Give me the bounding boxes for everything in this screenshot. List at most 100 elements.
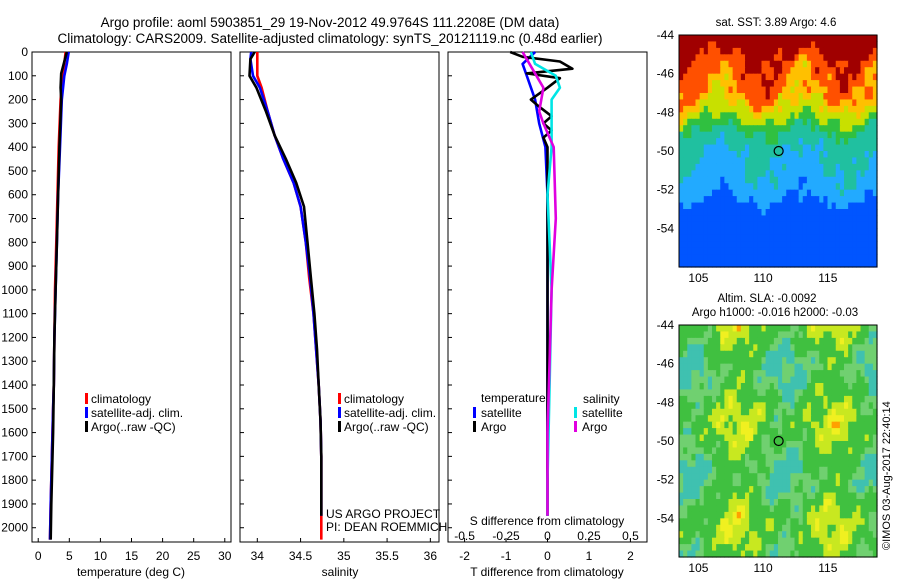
map-cell: [720, 428, 725, 436]
map-cell: [839, 125, 845, 133]
map-cell: [786, 60, 791, 68]
map-cell: [749, 125, 754, 133]
map-cell: [687, 247, 692, 255]
map-cell: [724, 479, 730, 487]
map-cell: [765, 505, 771, 513]
map-cell: [790, 209, 796, 217]
map-cell: [819, 344, 824, 352]
map-cell: [848, 234, 853, 242]
map-cell: [716, 86, 721, 94]
map-cell: [864, 441, 870, 449]
map-cell: [712, 112, 717, 120]
map-cell: [757, 486, 763, 494]
map-cell: [699, 350, 705, 358]
map-cell: [769, 505, 775, 513]
map-cell: [745, 260, 750, 268]
map-cell: [765, 202, 771, 210]
map-cell: [728, 189, 734, 197]
map-cell: [864, 350, 870, 358]
map-cell: [703, 260, 709, 268]
map-cell: [856, 350, 862, 358]
map-cell: [872, 486, 878, 494]
map-cell: [831, 60, 837, 68]
map-cell: [720, 505, 725, 513]
map-cell: [848, 511, 853, 519]
map-cell: [827, 415, 833, 423]
map-cell: [761, 183, 767, 191]
map-cell: [757, 163, 763, 171]
map-cell: [831, 499, 837, 507]
map-cell: [835, 408, 841, 416]
project-annotation: US ARGO PROJECT: [326, 507, 441, 521]
map-cell: [707, 331, 713, 339]
map-cell: [811, 170, 816, 178]
map-cell: [848, 395, 853, 403]
map-cell: [687, 228, 692, 236]
map-cell: [753, 131, 758, 139]
map-cell: [679, 421, 684, 429]
map-cell: [687, 537, 692, 545]
map-cell: [765, 80, 771, 88]
map-cell: [806, 511, 812, 519]
map-cell: [852, 383, 857, 391]
map-cell: [852, 550, 857, 558]
map-cell: [806, 144, 812, 152]
map-cell: [831, 151, 837, 159]
map-cell: [782, 118, 787, 126]
map-cell: [691, 67, 697, 75]
map-cell: [827, 247, 833, 255]
map-cell: [786, 234, 791, 242]
map-cell: [852, 138, 857, 146]
map-cell: [786, 183, 791, 191]
map-cell: [839, 105, 845, 113]
map-cell: [852, 428, 857, 436]
map-cell: [823, 118, 829, 126]
map-cell: [790, 73, 796, 81]
map-cell: [732, 221, 738, 229]
map-cell: [732, 466, 738, 474]
map-cell: [856, 125, 862, 133]
map-cell: [864, 331, 870, 339]
map-cell: [687, 170, 692, 178]
map-cell: [844, 86, 849, 94]
map-cell: [856, 486, 862, 494]
map-cell: [773, 453, 779, 461]
map-cell: [815, 176, 820, 184]
map-cell: [683, 67, 688, 75]
map-cell: [699, 383, 705, 391]
map-cell: [679, 215, 684, 223]
map-cell: [835, 331, 841, 339]
map-cell: [728, 395, 734, 403]
map-cell: [703, 73, 709, 81]
map-cell: [864, 215, 870, 223]
map-cell: [740, 99, 746, 107]
map-cell: [844, 41, 849, 49]
map-cell: [707, 524, 713, 532]
map-cell: [811, 196, 816, 204]
map-cell: [811, 247, 816, 255]
map-cell: [736, 492, 742, 500]
map-cell: [761, 247, 767, 255]
map-cell: [749, 325, 754, 333]
map-cell: [815, 325, 820, 333]
map-cell: [740, 415, 746, 423]
map-cell: [703, 473, 709, 481]
map-cell: [815, 537, 820, 545]
map-cell: [765, 389, 771, 397]
map-cell: [773, 80, 779, 88]
map-cell: [703, 247, 709, 255]
map-cell: [782, 363, 787, 371]
map-cell: [691, 86, 697, 94]
map-cell: [786, 170, 791, 178]
map-cell: [778, 138, 783, 146]
map-cell: [835, 241, 841, 249]
map-cell: [835, 473, 841, 481]
map-cell: [806, 138, 812, 146]
map-cell: [860, 138, 866, 146]
map-cell: [823, 479, 829, 487]
map-cell: [815, 138, 820, 146]
map-cell: [695, 35, 701, 43]
map-cell: [728, 202, 734, 210]
map-cell: [773, 544, 779, 552]
map-cell: [790, 550, 796, 558]
